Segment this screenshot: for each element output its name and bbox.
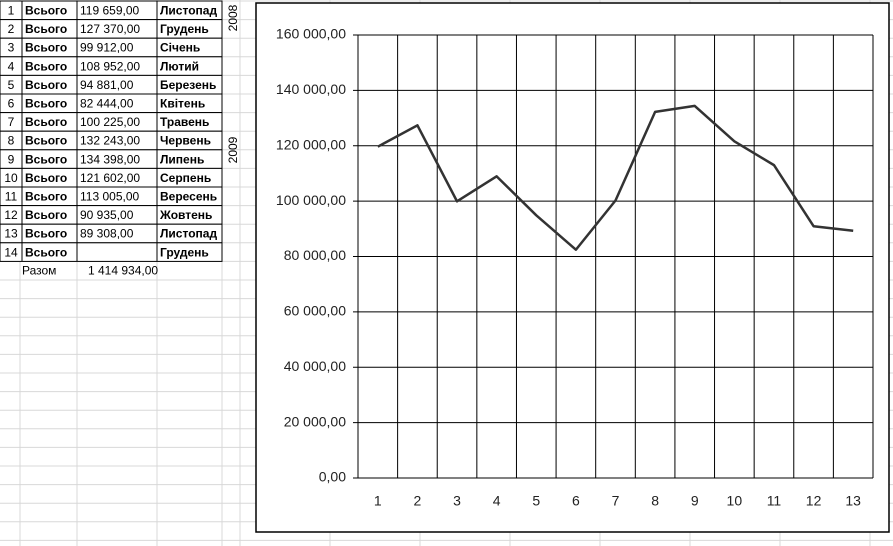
cell: 82 444,00 (80, 96, 134, 110)
cell: 134 398,00 (80, 152, 140, 166)
cell: 132 243,00 (80, 134, 140, 148)
x-tick-label: 4 (493, 493, 501, 509)
cell: Всього (25, 245, 67, 259)
cell: 121 602,00 (80, 171, 140, 185)
cell: 113 005,00 (80, 189, 139, 203)
table: 1 Всього 119 659,00 Листопад 2 Всього 127 370,… (0, 0, 240, 278)
total-label: Разом (22, 264, 56, 278)
cell: Всього (25, 208, 67, 222)
x-tick-label: 13 (845, 493, 861, 509)
cell: Травень (160, 115, 209, 129)
cell: Всього (25, 171, 67, 185)
cell: Червень (160, 134, 211, 148)
x-tick-label: 1 (374, 493, 382, 509)
x-tick-label: 12 (806, 493, 822, 509)
x-tick-label: 9 (691, 493, 699, 509)
cell: 12 (4, 208, 18, 222)
chart-area[interactable] (255, 2, 890, 533)
cell: Всього (25, 115, 67, 129)
cell: Всього (25, 3, 67, 17)
y-tick-label: 80 000,00 (284, 247, 346, 263)
cell: 10 (4, 171, 18, 185)
cell: Всього (25, 189, 67, 203)
x-tick-label: 6 (572, 493, 580, 509)
cell: Січень (160, 41, 200, 55)
cell: 100 225,00 (80, 115, 140, 129)
cell: Жовтень (159, 208, 212, 222)
cell: Вересень (160, 189, 217, 203)
x-tick-label: 7 (612, 493, 620, 509)
cell: Серпень (160, 171, 211, 185)
cell: 99 912,00 (80, 41, 134, 55)
x-tick-label: 8 (651, 493, 659, 509)
x-tick-label: 11 (767, 493, 782, 509)
cell: Всього (25, 59, 67, 73)
cell: Листопад (160, 3, 217, 17)
x-tick-label: 2 (414, 493, 422, 509)
cell: 11 (5, 189, 18, 203)
cell: 5 (8, 78, 15, 92)
cell: Всього (25, 41, 67, 55)
data-line (377, 104, 854, 251)
y-tick-label: 20 000,00 (284, 413, 346, 429)
y-tick-label: 0,00 (319, 469, 346, 485)
y-tick-label: 120 000,00 (276, 136, 346, 152)
cell: 14 (4, 245, 18, 259)
cell: 94 881,00 (80, 78, 134, 92)
cell: Грудень (160, 22, 209, 36)
cell: 89 308,00 (80, 227, 134, 241)
year-label: 2009 (226, 136, 240, 163)
y-tick-label: 160 000,00 (276, 26, 346, 42)
x-tick-label: 3 (453, 493, 461, 509)
x-tick-label: 5 (532, 493, 540, 509)
cell: 2 (8, 22, 15, 36)
cell: Грудень (160, 245, 209, 259)
cell: Листопад (160, 227, 217, 241)
cell: 1 (8, 3, 15, 17)
cell: Липень (160, 152, 204, 166)
cell: Всього (25, 22, 67, 36)
year-label: 2008 (226, 4, 240, 31)
cell: Всього (25, 96, 67, 110)
y-tick-label: 140 000,00 (276, 81, 346, 97)
cell: Всього (25, 134, 67, 148)
cell: Квітень (160, 96, 205, 110)
cell: 3 (8, 41, 15, 55)
y-tick-label: 40 000,00 (284, 358, 346, 374)
cell: 90 935,00 (80, 208, 134, 222)
cell: 13 (4, 227, 18, 241)
chart: 0,00 20 000,00 40 000,00 60 000,00 80 000,00… (276, 26, 874, 509)
cell: 8 (8, 134, 15, 148)
cell: 7 (8, 115, 15, 129)
total-value: 1 414 934,00 (88, 264, 158, 278)
cell: Всього (25, 227, 67, 241)
cell: 4 (8, 59, 15, 73)
y-tick-label: 100 000,00 (276, 192, 346, 208)
cell: 6 (8, 96, 15, 110)
cell: Всього (25, 78, 67, 92)
cell: 9 (8, 152, 15, 166)
cell: Лютий (160, 59, 199, 73)
cell: Березень (160, 78, 216, 92)
cell: Всього (25, 152, 67, 166)
x-tick-label: 10 (727, 493, 743, 509)
cell: 127 370,00 (80, 22, 140, 36)
cell: 119 659,00 (80, 3, 139, 17)
y-tick-label: 60 000,00 (284, 303, 346, 319)
cell: 108 952,00 (80, 59, 140, 73)
table-row (0, 242, 223, 262)
